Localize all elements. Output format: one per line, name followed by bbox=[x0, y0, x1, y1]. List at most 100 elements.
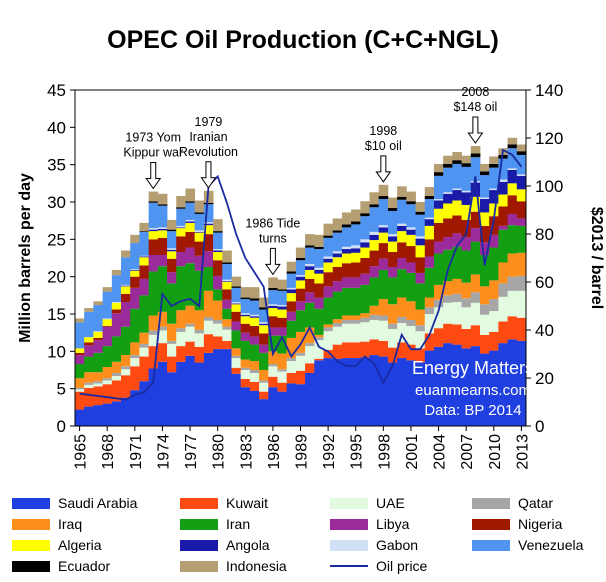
bar-venezuela-1992 bbox=[323, 237, 334, 257]
bar-iran-1997 bbox=[369, 277, 380, 306]
bar-iran-1970 bbox=[121, 326, 131, 356]
bar-venezuela-1993 bbox=[332, 232, 343, 252]
bar-iraq-1977 bbox=[185, 305, 196, 324]
legend-swatch bbox=[12, 518, 50, 530]
bar-qatar-1993 bbox=[332, 322, 343, 327]
bar-gabon-1977 bbox=[185, 219, 196, 222]
bar-ecuador-1981 bbox=[222, 262, 232, 264]
oil-price-line bbox=[79, 148, 523, 401]
bar-iraq-2013 bbox=[516, 252, 527, 276]
bar-algeria-2013 bbox=[516, 189, 527, 202]
bar-ecuador-2003 bbox=[424, 196, 435, 200]
bar-iran-1977 bbox=[185, 263, 196, 306]
bar-nigeria-1998 bbox=[378, 243, 389, 259]
bar-algeria-1973 bbox=[148, 231, 159, 240]
bar-venezuela-1978 bbox=[194, 213, 205, 231]
bar-gabon-1976 bbox=[176, 225, 186, 228]
bar-uae-1997 bbox=[369, 319, 380, 340]
bar-qatar-1999 bbox=[387, 323, 398, 329]
bar-gabon-2004 bbox=[433, 199, 444, 201]
bar-libya-1982 bbox=[231, 321, 242, 331]
bar-nigeria-1983 bbox=[240, 323, 251, 333]
bar-gabon-1998 bbox=[378, 225, 389, 228]
bar-iraq-1985 bbox=[259, 370, 269, 381]
bar-saudi-arabia-1999 bbox=[387, 362, 398, 426]
bar-libya-2002 bbox=[415, 272, 426, 284]
bar-nigeria-1978 bbox=[194, 241, 205, 256]
bar-kuwait-1980 bbox=[213, 336, 223, 350]
bar-iran-2011 bbox=[498, 229, 508, 263]
bar-nigeria-1966 bbox=[84, 342, 94, 346]
bar-uae-1991 bbox=[314, 340, 324, 359]
x-tick-label: 1989 bbox=[294, 434, 311, 470]
bar-angola-2011 bbox=[498, 181, 508, 195]
bar-qatar-1970 bbox=[121, 366, 131, 370]
bar-saudi-arabia-1983 bbox=[240, 387, 251, 426]
bar-iran-2006 bbox=[452, 246, 462, 279]
bar-nigeria-1999 bbox=[387, 252, 398, 267]
bar-iraq-2003 bbox=[424, 297, 435, 308]
chart-title: OPEC Oil Production (C+C+NGL) bbox=[107, 26, 499, 54]
bar-angola-2008 bbox=[470, 182, 481, 197]
y-tick-label: 40 bbox=[47, 118, 66, 137]
bar-iraq-2006 bbox=[452, 278, 462, 294]
bar-qatar-2005 bbox=[443, 295, 453, 303]
bar-qatar-1968 bbox=[102, 378, 113, 381]
bar-iran-2001 bbox=[406, 272, 416, 302]
bar-saudi-arabia-1970 bbox=[121, 397, 131, 426]
x-tick-label: 1968 bbox=[100, 434, 117, 470]
bar-gabon-2012 bbox=[507, 168, 518, 170]
bar-libya-1977 bbox=[185, 247, 196, 264]
bar-qatar-1987 bbox=[277, 369, 288, 372]
bar-algeria-1975 bbox=[167, 251, 177, 259]
legend-label: Iraq bbox=[58, 516, 83, 532]
legend-swatch bbox=[180, 560, 218, 572]
bar-nigeria-1982 bbox=[231, 311, 242, 322]
bar-gabon-1993 bbox=[332, 251, 343, 254]
bar-qatar-1978 bbox=[194, 329, 205, 334]
legend-label: Oil price bbox=[376, 558, 428, 574]
bar-venezuela-2003 bbox=[424, 199, 435, 218]
bar-iran-2008 bbox=[470, 241, 481, 275]
bar-qatar-1980 bbox=[213, 319, 223, 324]
bar-ecuador-1983 bbox=[240, 297, 251, 300]
legend-swatch bbox=[12, 560, 50, 572]
bar-libya-1972 bbox=[139, 278, 150, 296]
bar-gabon-2007 bbox=[461, 190, 472, 193]
bar-qatar-1984 bbox=[249, 370, 260, 373]
bar-saudi-arabia-1984 bbox=[249, 390, 260, 426]
bar-uae-2012 bbox=[507, 290, 518, 317]
bar-nigeria-2000 bbox=[397, 242, 407, 258]
bar-saudi-arabia-1977 bbox=[185, 355, 196, 426]
y-tick-label: 35 bbox=[47, 156, 66, 175]
bar-nigeria-1968 bbox=[102, 325, 113, 327]
bar-kuwait-1999 bbox=[387, 347, 398, 363]
bar-uae-1980 bbox=[213, 323, 223, 337]
bar-nigeria-1970 bbox=[121, 293, 131, 303]
bar-indonesia-1979 bbox=[203, 190, 214, 203]
bar-iraq-2002 bbox=[415, 309, 426, 326]
legend-item-uae: UAE bbox=[330, 493, 405, 513]
bar-kuwait-1966 bbox=[84, 387, 94, 407]
bar-iran-2005 bbox=[443, 249, 453, 282]
bar-qatar-1990 bbox=[305, 343, 315, 347]
legend-swatch bbox=[12, 497, 50, 509]
bar-ecuador-2011 bbox=[498, 154, 508, 159]
bar-iraq-1968 bbox=[102, 367, 113, 379]
bar-gabon-2003 bbox=[424, 217, 435, 220]
bar-indonesia-1984 bbox=[249, 287, 260, 299]
bar-venezuela-1980 bbox=[213, 232, 223, 250]
bar-saudi-arabia-1993 bbox=[332, 358, 343, 426]
bar-algeria-1977 bbox=[185, 222, 196, 232]
bar-venezuela-2004 bbox=[433, 175, 444, 200]
bar-algeria-2007 bbox=[461, 204, 472, 220]
bar-venezuela-2006 bbox=[452, 163, 462, 189]
bar-gabon-2011 bbox=[498, 179, 508, 182]
bar-algeria-1967 bbox=[93, 331, 104, 338]
bar-uae-1985 bbox=[259, 382, 269, 392]
bar-gabon-1975 bbox=[167, 248, 177, 250]
y2-tick-label: 120 bbox=[535, 129, 563, 148]
bar-algeria-1976 bbox=[176, 228, 186, 237]
annotation-2008: 2008$148 oil bbox=[453, 85, 497, 144]
bar-indonesia-2013 bbox=[516, 144, 527, 152]
